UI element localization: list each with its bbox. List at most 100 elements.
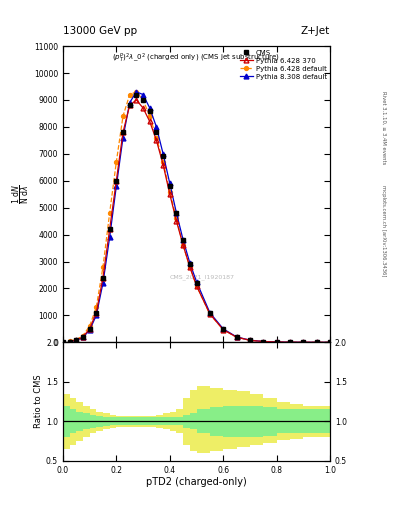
CMS [261, 338, 266, 345]
Pythia 6.428 default [208, 311, 212, 317]
CMS [221, 326, 226, 332]
CMS [194, 280, 199, 286]
Pythia 6.428 default [261, 338, 266, 345]
CMS [94, 310, 99, 316]
Pythia 6.428 370 [94, 310, 99, 316]
CMS [248, 337, 252, 343]
Text: Rivet 3.1.10, ≥ 3.4M events: Rivet 3.1.10, ≥ 3.4M events [381, 91, 386, 165]
Pythia 6.428 default [194, 283, 199, 289]
CMS [101, 274, 105, 281]
Pythia 6.428 default [114, 159, 119, 165]
Pythia 8.308 default [234, 334, 239, 340]
CMS [234, 334, 239, 340]
Pythia 6.428 default [107, 210, 112, 216]
Pythia 6.428 370 [121, 129, 125, 135]
Pythia 6.428 370 [74, 337, 79, 343]
Pythia 6.428 default [221, 327, 226, 333]
Pythia 8.308 default [127, 99, 132, 105]
Pythia 6.428 default [87, 323, 92, 329]
Pythia 6.428 370 [81, 334, 85, 340]
Pythia 6.428 default [328, 339, 332, 346]
Pythia 6.428 370 [127, 102, 132, 109]
CMS [187, 261, 192, 267]
Pythia 6.428 370 [234, 334, 239, 340]
Pythia 6.428 default [161, 159, 165, 165]
Pythia 6.428 370 [134, 97, 139, 103]
Line: CMS: CMS [61, 93, 332, 344]
Pythia 6.428 370 [261, 338, 266, 345]
CMS [174, 210, 179, 216]
Pythia 6.428 370 [67, 338, 72, 345]
Pythia 6.428 370 [221, 327, 226, 333]
Pythia 6.428 default [181, 242, 185, 248]
CMS [81, 334, 85, 340]
Y-axis label: Ratio to CMS: Ratio to CMS [34, 375, 43, 429]
Pythia 6.428 default [81, 332, 85, 338]
Y-axis label: $\frac{1}{\mathrm{N}}\frac{\mathrm{d}N}{\mathrm{d}\lambda}$: $\frac{1}{\mathrm{N}}\frac{\mathrm{d}N}{… [11, 184, 32, 204]
Pythia 6.428 370 [288, 339, 292, 345]
Pythia 6.428 370 [147, 118, 152, 124]
Pythia 6.428 default [67, 338, 72, 344]
Pythia 6.428 default [154, 135, 159, 141]
CMS [154, 129, 159, 135]
CMS [67, 338, 72, 345]
Pythia 6.428 370 [154, 137, 159, 143]
Pythia 6.428 default [94, 304, 99, 310]
Pythia 8.308 default [141, 92, 145, 98]
CMS [328, 339, 332, 346]
Pythia 8.308 default [114, 183, 119, 189]
Pythia 6.428 370 [174, 218, 179, 224]
Pythia 6.428 370 [194, 283, 199, 289]
Pythia 8.308 default [221, 326, 226, 332]
Pythia 6.428 default [187, 264, 192, 270]
Pythia 8.308 default [81, 334, 85, 340]
Pythia 6.428 default [147, 113, 152, 119]
Pythia 8.308 default [274, 339, 279, 345]
Pythia 6.428 370 [328, 339, 332, 346]
Pythia 6.428 default [234, 334, 239, 340]
CMS [181, 237, 185, 243]
CMS [141, 97, 145, 103]
Pythia 8.308 default [194, 279, 199, 285]
CMS [61, 339, 65, 346]
Pythia 8.308 default [167, 180, 172, 186]
CMS [167, 183, 172, 189]
Text: $(p_T^p)^2\lambda\_0^2$ (charged only) (CMS jet substructure): $(p_T^p)^2\lambda\_0^2$ (charged only) (… [112, 52, 281, 66]
CMS [274, 339, 279, 345]
Pythia 8.308 default [161, 151, 165, 157]
Pythia 8.308 default [74, 337, 79, 344]
Pythia 6.428 370 [161, 161, 165, 167]
Pythia 6.428 370 [107, 226, 112, 232]
Pythia 6.428 default [134, 89, 139, 95]
CMS [314, 339, 319, 346]
Pythia 6.428 default [174, 216, 179, 222]
CMS [147, 108, 152, 114]
Pythia 6.428 370 [101, 274, 105, 281]
Pythia 8.308 default [94, 312, 99, 318]
Pythia 6.428 370 [248, 337, 252, 344]
Pythia 6.428 default [288, 339, 292, 345]
Pythia 6.428 default [167, 188, 172, 195]
Pythia 8.308 default [121, 135, 125, 141]
Pythia 6.428 default [301, 339, 306, 345]
CMS [114, 178, 119, 184]
CMS [74, 337, 79, 343]
Line: Pythia 8.308 default: Pythia 8.308 default [67, 90, 332, 345]
Pythia 8.308 default [208, 310, 212, 316]
Pythia 8.308 default [107, 234, 112, 240]
Pythia 8.308 default [187, 260, 192, 266]
CMS [121, 129, 125, 135]
X-axis label: pTD2 (charged-only): pTD2 (charged-only) [146, 477, 247, 487]
Pythia 6.428 370 [301, 339, 306, 345]
CMS [301, 339, 306, 345]
Pythia 6.428 default [74, 336, 79, 343]
Pythia 8.308 default [248, 337, 252, 343]
Text: mcplots.cern.ch [arXiv:1306.3436]: mcplots.cern.ch [arXiv:1306.3436] [381, 185, 386, 276]
CMS [208, 310, 212, 316]
CMS [87, 326, 92, 332]
Pythia 8.308 default [181, 237, 185, 243]
Pythia 6.428 370 [208, 311, 212, 317]
Pythia 6.428 default [121, 113, 125, 119]
Pythia 6.428 370 [181, 242, 185, 248]
Pythia 6.428 370 [87, 326, 92, 332]
